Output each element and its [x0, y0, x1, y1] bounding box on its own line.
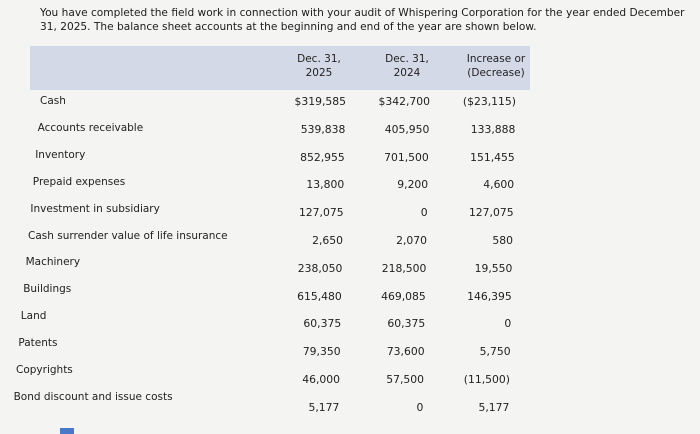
cell-value: 5,177	[308, 400, 340, 414]
cell-value: 9,200	[397, 178, 429, 192]
cell-value: 151,455	[470, 150, 515, 164]
cell-value: 133,888	[470, 122, 516, 136]
cell-value: (11,500)	[463, 373, 510, 386]
cell-value: 127,075	[298, 206, 344, 220]
cell-value: 2,070	[396, 234, 427, 247]
cell-value: 405,950	[384, 122, 430, 136]
cell-value: 5,750	[479, 345, 511, 359]
column-header: Increase or (Decrease)	[466, 53, 526, 79]
cell-value: 79,350	[302, 345, 341, 359]
cell-value: 73,600	[386, 345, 425, 359]
cell-value: 0	[416, 400, 424, 414]
cell-value: 0	[420, 206, 428, 220]
cell-value: 46,000	[302, 373, 340, 386]
cell-value: 57,500	[386, 373, 424, 386]
cell-value: 60,375	[387, 317, 426, 331]
row-label: Accounts receivable	[37, 121, 144, 134]
row-label: Copyrights	[16, 364, 73, 376]
cell-value: 539,838	[300, 122, 346, 136]
cell-value: 0	[504, 317, 512, 331]
cell-value: 2,650	[312, 234, 343, 247]
cell-value: 19,550	[474, 261, 513, 275]
decoration	[60, 428, 74, 434]
row-label: Investment in subsidiary	[30, 202, 160, 215]
cell-value: $319,585	[294, 95, 346, 108]
cell-value: 4,600	[483, 178, 515, 192]
cell-value: 13,800	[306, 178, 345, 192]
cell-value: 615,480	[297, 289, 342, 303]
column-header: Dec. 31, 2024	[385, 53, 429, 79]
row-label: Cash surrender value of life insurance	[28, 229, 228, 242]
row-label: Prepaid expenses	[32, 175, 126, 188]
row-label: Buildings	[23, 283, 72, 296]
cell-value: 127,075	[468, 206, 514, 220]
cell-value: 580	[492, 234, 513, 247]
row-label: Cash	[40, 95, 66, 107]
cell-value: 146,395	[467, 289, 512, 303]
header-band	[30, 46, 530, 90]
cell-value: 701,500	[384, 150, 429, 164]
row-label: Bond discount and issue costs	[13, 390, 173, 403]
column-header: Dec. 31, 2025	[297, 53, 341, 79]
intro-text: You have completed the field work in con…	[40, 7, 685, 33]
row-label: Machinery	[25, 256, 81, 269]
row-label: Land	[20, 310, 47, 323]
cell-value: 852,955	[300, 150, 345, 164]
cell-value: 469,085	[381, 289, 426, 303]
cell-value: 60,375	[303, 317, 342, 331]
cell-value: 218,500	[381, 261, 427, 275]
cell-value: $342,700	[378, 95, 430, 108]
row-label: Patents	[18, 337, 58, 350]
cell-value: 238,050	[297, 261, 343, 275]
cell-value: 5,177	[478, 400, 510, 414]
row-label: Inventory	[35, 148, 86, 161]
cell-value: ($23,115)	[462, 95, 516, 108]
